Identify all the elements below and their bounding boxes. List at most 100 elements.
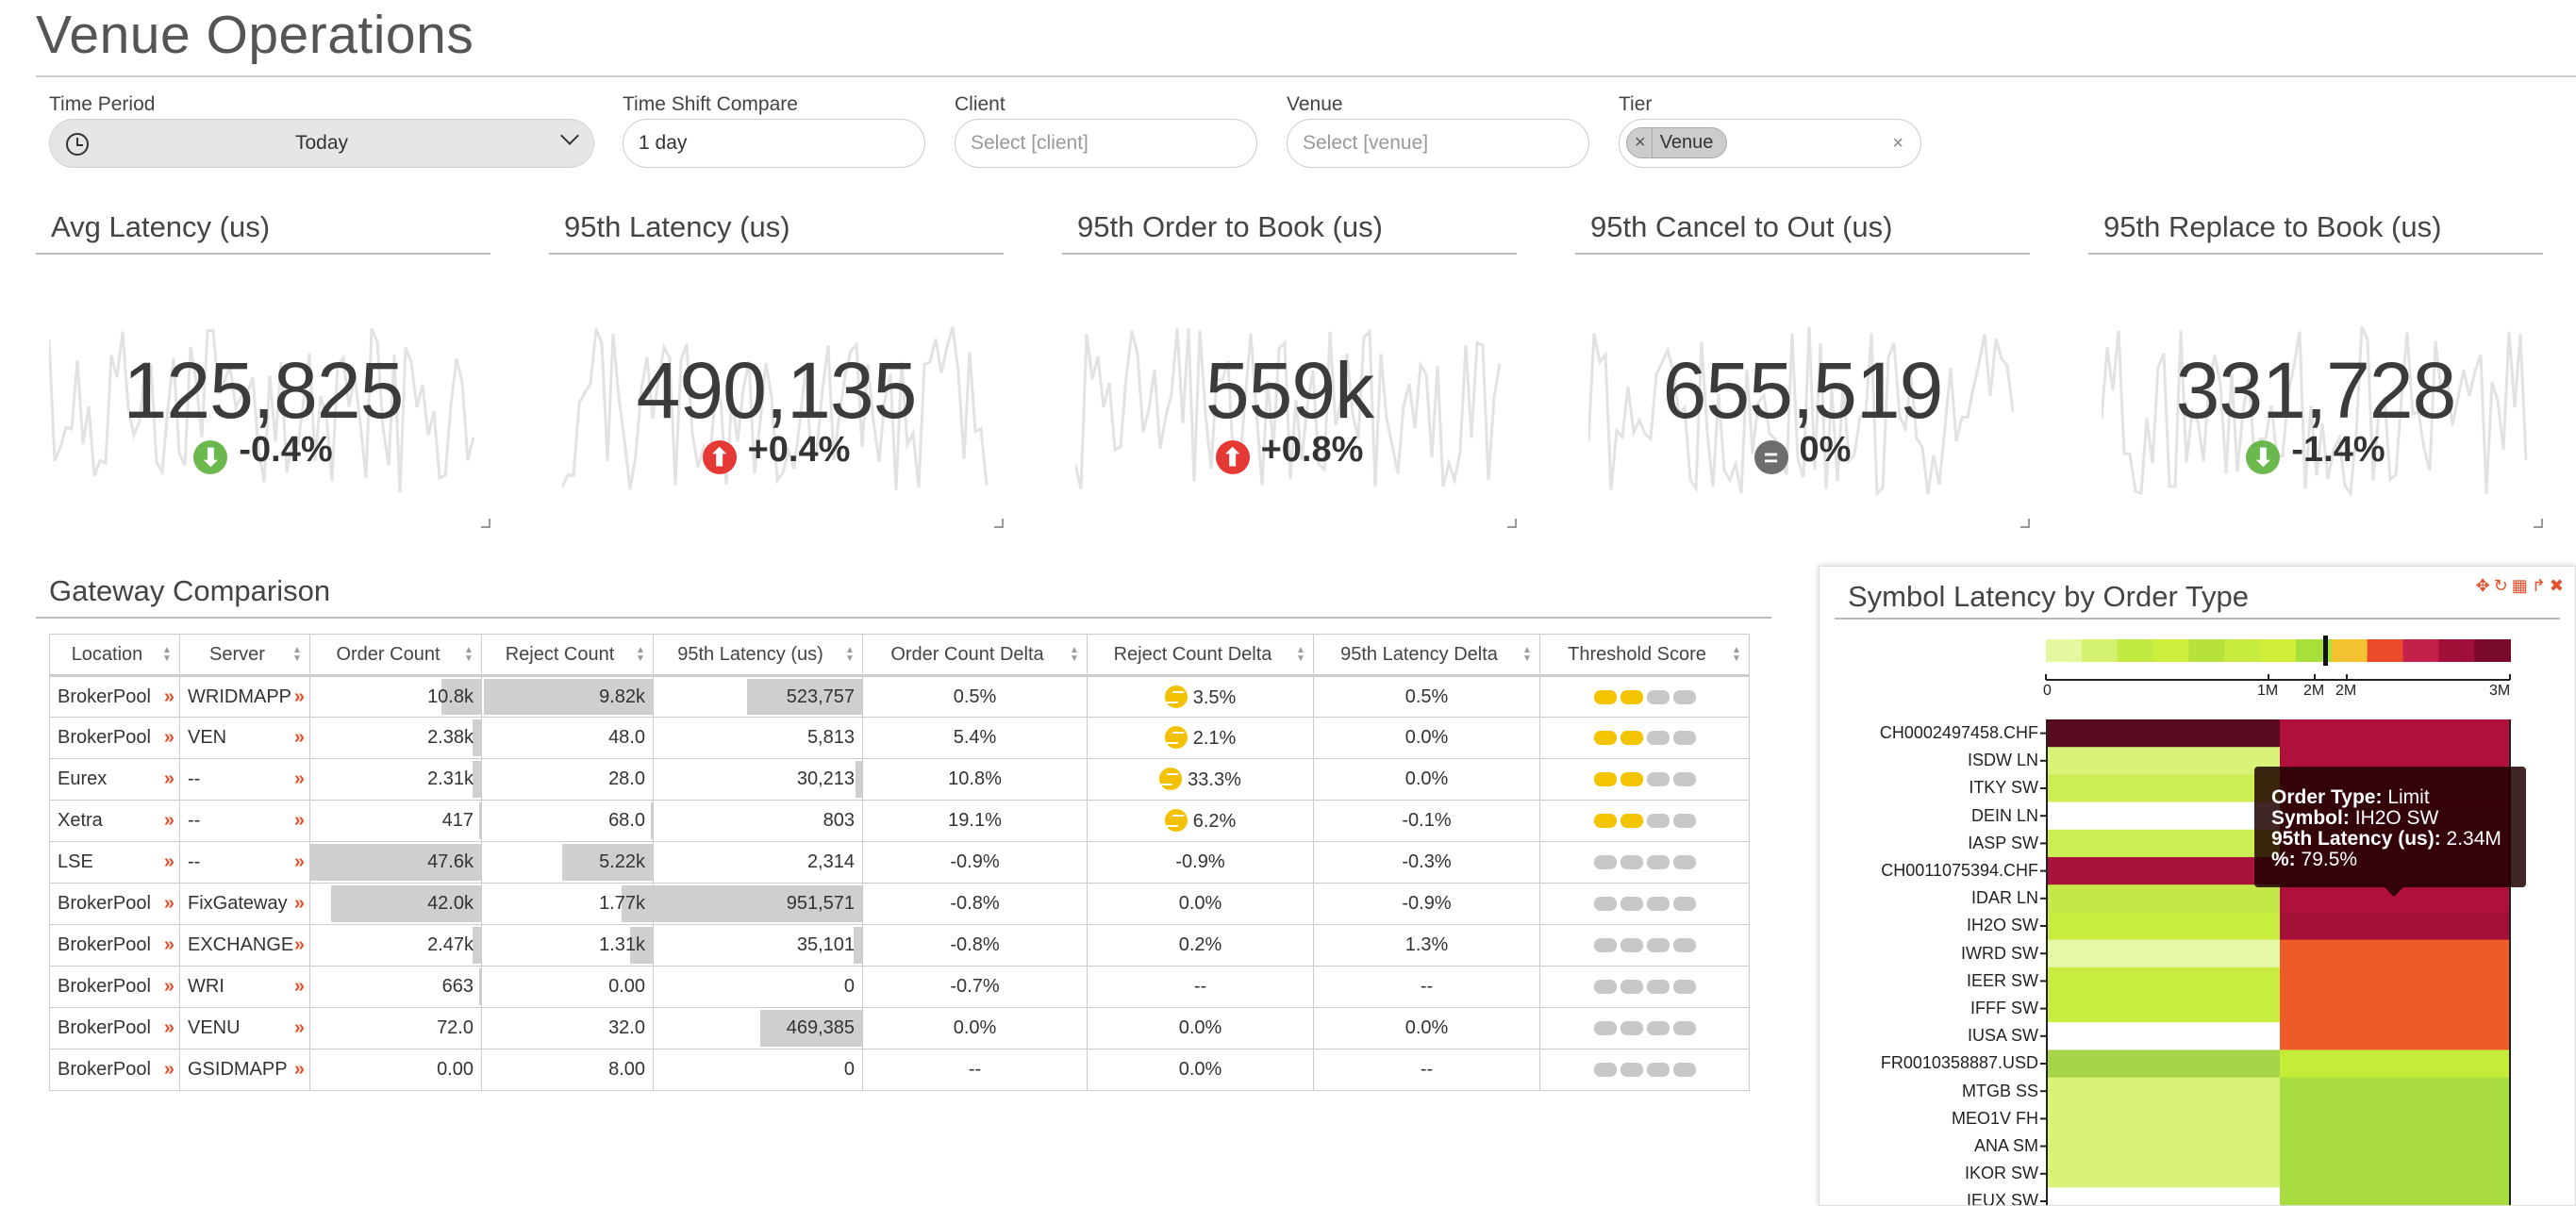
heatmap-cell[interactable]	[2048, 1022, 2280, 1050]
sort-icon[interactable]: ▲ ▼	[1732, 645, 1741, 664]
heatmap-cell[interactable]	[2280, 1104, 2510, 1133]
table-row[interactable]: BrokerPool» FixGateway» 42.0k 1.77k 951,571-…	[49, 883, 1750, 925]
drilldown-icon[interactable]: »	[293, 810, 305, 831]
drilldown-icon[interactable]: »	[163, 686, 175, 707]
server-cell[interactable]: VENU»	[179, 1007, 310, 1049]
drilldown-icon[interactable]: »	[163, 976, 175, 997]
heatmap-cell[interactable]	[2048, 966, 2280, 996]
move-icon[interactable]: ✥	[2475, 576, 2494, 595]
heatmap-cell[interactable]	[2280, 1022, 2510, 1050]
sort-icon[interactable]: ▲ ▼	[464, 645, 474, 664]
table-row[interactable]: BrokerPool» VEN» 2.38k 48.0 5,813 5.4% 2.1% 0.0…	[49, 717, 1750, 759]
sort-icon[interactable]: ▲ ▼	[1070, 645, 1079, 664]
sort-icon[interactable]: ▲ ▼	[162, 645, 172, 664]
location-cell[interactable]: BrokerPool»	[49, 883, 180, 925]
heatmap-cell[interactable]	[2280, 1077, 2510, 1106]
server-cell[interactable]: --»	[179, 800, 310, 842]
resize-handle[interactable]	[481, 519, 490, 528]
server-cell[interactable]: EXCHANGE»	[179, 924, 310, 966]
drilldown-icon[interactable]: »	[293, 976, 305, 997]
server-cell[interactable]: WRIDMAPP»	[179, 675, 310, 718]
table-row[interactable]: BrokerPool» VENU» 72.0 32.0 469,385 0.0% 0.0% 0…	[49, 1007, 1750, 1049]
heatmap-cell[interactable]	[2280, 1160, 2510, 1188]
heatmap-cell[interactable]	[2048, 912, 2280, 941]
time-shift-input[interactable]: 1 day	[623, 119, 925, 168]
refresh-icon[interactable]: ↻	[2493, 576, 2512, 595]
location-cell[interactable]: BrokerPool»	[49, 924, 180, 966]
server-cell[interactable]: --»	[179, 841, 310, 884]
sort-icon[interactable]: ▲ ▼	[1296, 645, 1305, 664]
drilldown-icon[interactable]: »	[293, 768, 305, 789]
share-icon[interactable]: ↱	[2531, 576, 2550, 595]
heatmap-cell[interactable]	[2048, 747, 2280, 775]
drilldown-icon[interactable]: »	[293, 1059, 305, 1080]
column-header[interactable]: Reject Count Delta ▲ ▼	[1087, 634, 1314, 676]
heatmap-cell[interactable]	[2048, 774, 2280, 803]
chevron-down-icon[interactable]	[560, 126, 579, 145]
server-cell[interactable]: FixGateway»	[179, 883, 310, 925]
column-header[interactable]: Threshold Score ▲ ▼	[1539, 634, 1750, 676]
heatmap-cell[interactable]	[2048, 884, 2280, 913]
server-cell[interactable]: WRI»	[179, 966, 310, 1008]
table-row[interactable]: BrokerPool» EXCHANGE» 2.47k 1.31k 35,101 -0.8…	[49, 924, 1750, 966]
drilldown-icon[interactable]: »	[293, 851, 305, 872]
heatmap-cell[interactable]	[2048, 1104, 2280, 1133]
resize-handle[interactable]	[2020, 519, 2030, 528]
client-select[interactable]: Select [client]	[955, 119, 1257, 168]
resize-handle[interactable]	[1507, 519, 1517, 528]
heatmap-cell[interactable]	[2280, 1049, 2510, 1079]
heatmap-cell[interactable]	[2280, 939, 2510, 968]
sort-icon[interactable]: ▲ ▼	[845, 645, 855, 664]
tag-remove-icon[interactable]: ×	[1635, 132, 1646, 153]
location-cell[interactable]: BrokerPool»	[49, 717, 180, 759]
column-header[interactable]: Location ▲ ▼	[49, 634, 180, 676]
heatmap-cell[interactable]	[2280, 1187, 2510, 1206]
server-cell[interactable]: --»	[179, 758, 310, 801]
drilldown-icon[interactable]: »	[293, 1017, 305, 1038]
resize-handle[interactable]	[994, 519, 1004, 528]
time-period-select[interactable]: Today	[49, 119, 594, 168]
resize-handle[interactable]	[2534, 519, 2543, 528]
location-cell[interactable]: BrokerPool»	[49, 966, 180, 1008]
drilldown-icon[interactable]: »	[163, 1017, 175, 1038]
clear-icon[interactable]: ×	[1892, 133, 1903, 154]
close-icon[interactable]: ✖	[2549, 576, 2568, 595]
heatmap-cell[interactable]	[2280, 719, 2510, 748]
heatmap-cell[interactable]	[2048, 719, 2280, 748]
table-row[interactable]: Xetra» --» 417 68.0 803 19.1% 6.2% -0.1%	[49, 800, 1750, 842]
table-row[interactable]: BrokerPool» WRIDMAPP» 10.8k 9.82k 523,757 0.5…	[49, 675, 1750, 718]
heatmap-cell[interactable]	[2048, 829, 2280, 858]
column-header[interactable]: Reject Count ▲ ▼	[481, 634, 654, 676]
column-header[interactable]: 95th Latency Delta ▲ ▼	[1313, 634, 1540, 676]
drilldown-icon[interactable]: »	[163, 810, 175, 831]
table-row[interactable]: LSE» --» 47.6k 5.22k 2,314 -0.9% -0.9% -0.3%	[49, 841, 1750, 884]
drilldown-icon[interactable]: »	[163, 851, 175, 872]
location-cell[interactable]: Xetra»	[49, 800, 180, 842]
heatmap-cell[interactable]	[2048, 1132, 2280, 1161]
column-header[interactable]: 95th Latency (us) ▲ ▼	[653, 634, 863, 676]
drilldown-icon[interactable]: »	[163, 1059, 175, 1080]
heatmap-cell[interactable]	[2048, 801, 2280, 831]
server-cell[interactable]: VEN»	[179, 717, 310, 759]
table-row[interactable]: BrokerPool» WRI» 663 0.00 0 -0.7% -- --	[49, 966, 1750, 1008]
sort-icon[interactable]: ▲ ▼	[636, 645, 645, 664]
heatmap-cell[interactable]	[2280, 912, 2510, 941]
column-header[interactable]: Order Count ▲ ▼	[309, 634, 482, 676]
column-header[interactable]: Server ▲ ▼	[179, 634, 310, 676]
drilldown-icon[interactable]: »	[163, 934, 175, 955]
drilldown-icon[interactable]: »	[163, 768, 175, 789]
drilldown-icon[interactable]: »	[293, 934, 305, 955]
location-cell[interactable]: BrokerPool»	[49, 1049, 180, 1091]
heatmap-cell[interactable]	[2048, 1077, 2280, 1106]
table-icon[interactable]: ▦	[2511, 576, 2532, 595]
heatmap-cell[interactable]	[2048, 1187, 2280, 1206]
drilldown-icon[interactable]: »	[163, 893, 175, 914]
sort-icon[interactable]: ▲ ▼	[1522, 645, 1532, 664]
heatmap-cell[interactable]	[2048, 939, 2280, 968]
location-cell[interactable]: BrokerPool»	[49, 675, 180, 718]
heatmap-cell[interactable]	[2048, 1160, 2280, 1188]
heatmap-cell[interactable]	[2048, 995, 2280, 1023]
heatmap-cell[interactable]	[2048, 1049, 2280, 1079]
drilldown-icon[interactable]: »	[293, 727, 305, 748]
venue-select[interactable]: Select [venue]	[1287, 119, 1589, 168]
